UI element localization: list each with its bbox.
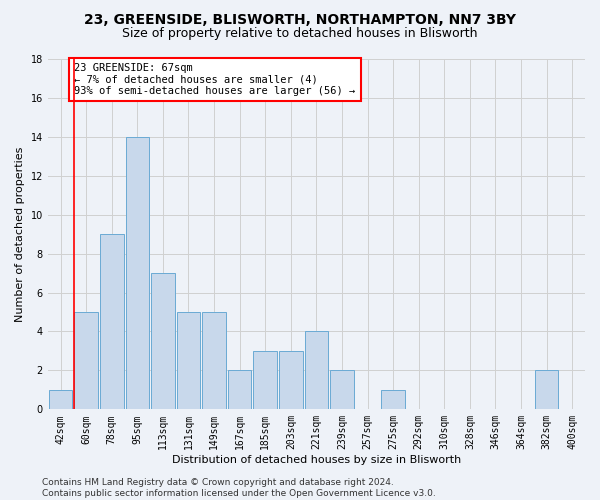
Bar: [100, 234, 124, 410]
Bar: [74, 312, 98, 410]
Bar: [253, 351, 277, 410]
Bar: [535, 370, 559, 410]
Y-axis label: Number of detached properties: Number of detached properties: [15, 146, 25, 322]
Bar: [382, 390, 405, 409]
Text: Contains HM Land Registry data © Crown copyright and database right 2024.
Contai: Contains HM Land Registry data © Crown c…: [42, 478, 436, 498]
Text: 23 GREENSIDE: 67sqm
← 7% of detached houses are smaller (4)
93% of semi-detached: 23 GREENSIDE: 67sqm ← 7% of detached hou…: [74, 63, 356, 96]
Bar: [151, 273, 175, 409]
Bar: [125, 137, 149, 409]
Bar: [202, 312, 226, 410]
Bar: [305, 332, 328, 409]
X-axis label: Distribution of detached houses by size in Blisworth: Distribution of detached houses by size …: [172, 455, 461, 465]
Text: 23, GREENSIDE, BLISWORTH, NORTHAMPTON, NN7 3BY: 23, GREENSIDE, BLISWORTH, NORTHAMPTON, N…: [84, 12, 516, 26]
Text: Size of property relative to detached houses in Blisworth: Size of property relative to detached ho…: [122, 28, 478, 40]
Bar: [279, 351, 302, 410]
Bar: [49, 390, 73, 409]
Bar: [177, 312, 200, 410]
Bar: [330, 370, 354, 410]
Bar: [228, 370, 251, 410]
